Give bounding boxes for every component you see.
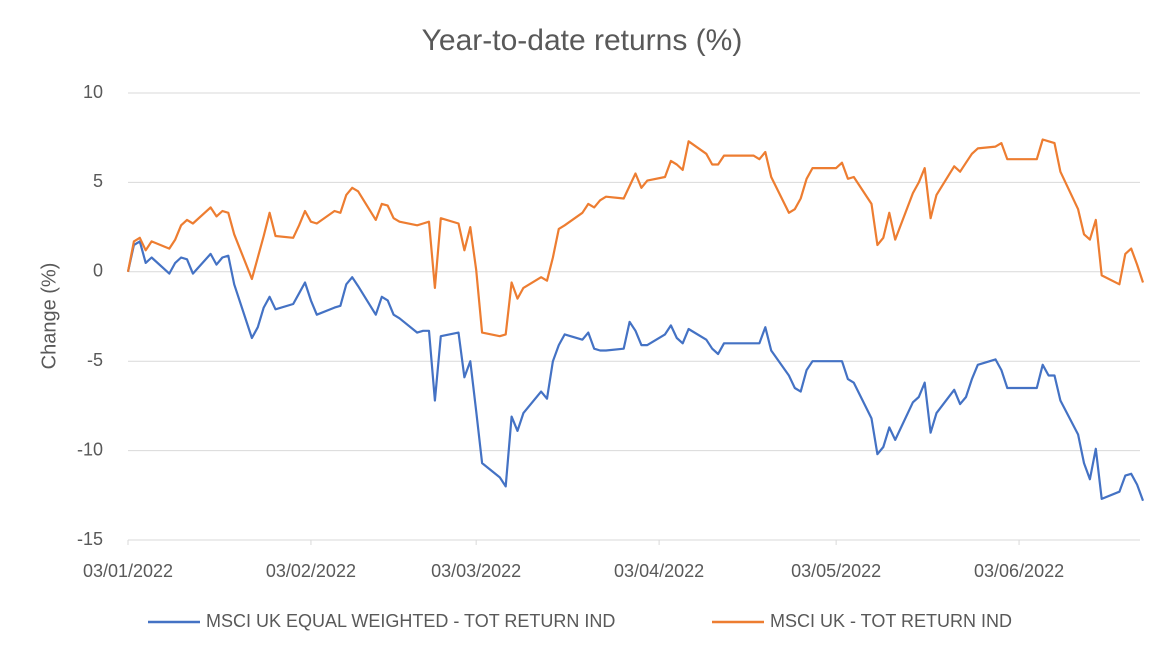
y-tick-label: 10 <box>83 82 103 102</box>
x-tick-label: 03/05/2022 <box>791 561 881 581</box>
y-tick-label: -5 <box>87 350 103 370</box>
y-tick-label: 0 <box>93 261 103 281</box>
x-tick-label: 03/06/2022 <box>974 561 1064 581</box>
legend-label: MSCI UK EQUAL WEIGHTED - TOT RETURN IND <box>206 611 615 631</box>
x-tick-label: 03/04/2022 <box>614 561 704 581</box>
y-tick-label: -15 <box>77 529 103 549</box>
legend-label: MSCI UK - TOT RETURN IND <box>770 611 1012 631</box>
x-tick-label: 03/02/2022 <box>266 561 356 581</box>
x-tick-label: 03/03/2022 <box>431 561 521 581</box>
series-line <box>126 240 1145 502</box>
y-tick-label: 5 <box>93 171 103 191</box>
series-line <box>126 138 1145 338</box>
chart-title: Year-to-date returns (%) <box>422 24 743 57</box>
y-tick-label: -10 <box>77 439 103 459</box>
y-axis-title: Change (%) <box>38 263 60 370</box>
x-tick-label: 03/01/2022 <box>83 561 173 581</box>
